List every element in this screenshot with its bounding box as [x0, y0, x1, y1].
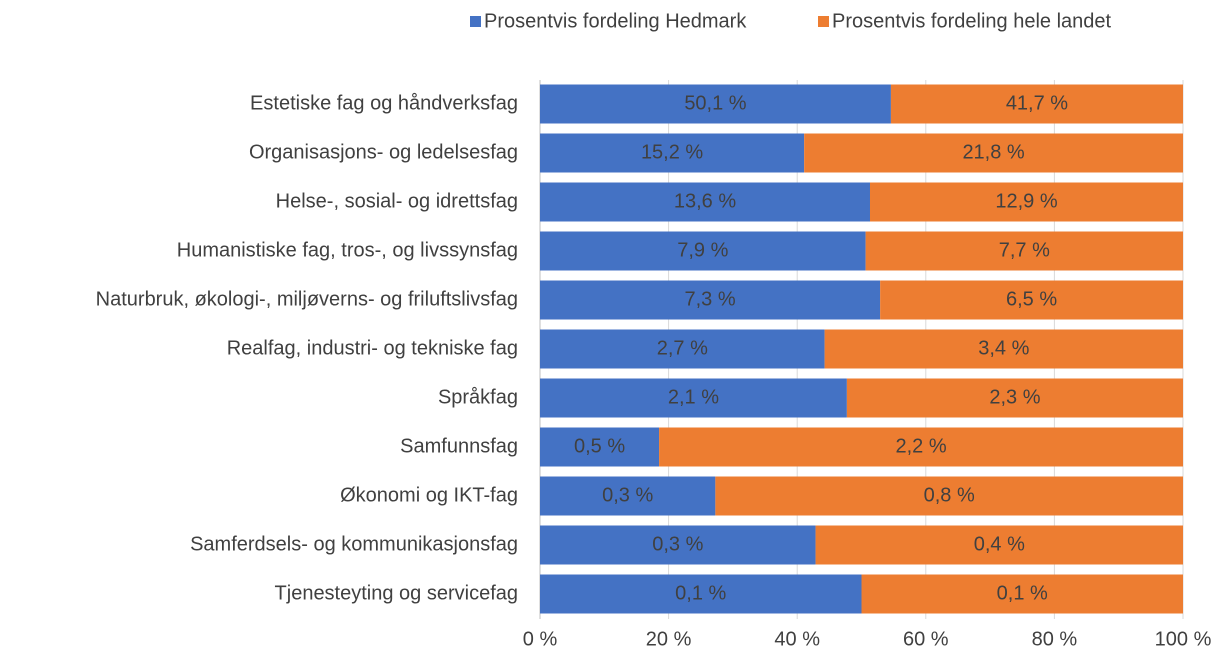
- bar-segment: [890, 84, 1183, 124]
- value-label: 0,8 %: [924, 484, 975, 506]
- value-label: 7,9 %: [677, 239, 728, 261]
- bar-segment: [659, 427, 1183, 467]
- value-label: 0,1 %: [675, 582, 726, 604]
- category-label: Økonomi og IKT-fag: [340, 484, 518, 506]
- category-label: Samferdsels- og kommunikasjonsfag: [190, 533, 518, 555]
- value-label: 0,4 %: [974, 533, 1025, 555]
- bar-segment: [715, 476, 1183, 516]
- value-label: 15,2 %: [641, 141, 703, 163]
- value-label: 2,7 %: [657, 337, 708, 359]
- value-label: 2,3 %: [989, 386, 1040, 408]
- category-label: Helse-, sosial- og idrettsfag: [276, 190, 518, 212]
- bar-segment: [540, 280, 881, 320]
- value-label: 0,3 %: [652, 533, 703, 555]
- bar-segment: [540, 329, 825, 369]
- x-tick-label: 40 %: [774, 628, 820, 650]
- x-tick-label: 80 %: [1032, 628, 1078, 650]
- category-label: Organisasjons- og ledelsesfag: [249, 141, 518, 163]
- bar-segment: [869, 182, 1183, 222]
- x-tick-label: 60 %: [903, 628, 949, 650]
- legend-swatch: [818, 16, 829, 27]
- category-label: Naturbruk, økologi-, miljøverns- og fril…: [96, 288, 518, 310]
- bar-segment: [540, 574, 862, 614]
- value-label: 21,8 %: [962, 141, 1024, 163]
- x-tick-label: 20 %: [646, 628, 692, 650]
- category-label: Språkfag: [438, 386, 518, 408]
- bar-segment: [846, 378, 1183, 418]
- category-label: Tjenesteyting og servicefag: [275, 582, 518, 604]
- bar-segment: [861, 574, 1183, 614]
- value-label: 6,5 %: [1006, 288, 1057, 310]
- bar-segment: [540, 182, 870, 222]
- bar-segment: [540, 476, 716, 516]
- value-label: 41,7 %: [1006, 92, 1068, 114]
- value-label: 0,5 %: [574, 435, 625, 457]
- bar-segment: [540, 427, 660, 467]
- bar-segment: [540, 133, 805, 173]
- category-label: Estetiske fag og håndverksfag: [250, 92, 518, 114]
- value-label: 2,1 %: [668, 386, 719, 408]
- value-label: 50,1 %: [684, 92, 746, 114]
- value-label: 3,4 %: [978, 337, 1029, 359]
- legend-swatch: [470, 16, 481, 27]
- bar-segment: [804, 133, 1183, 173]
- bar-segment: [865, 231, 1183, 271]
- category-label: Realfag, industri- og tekniske fag: [227, 337, 518, 359]
- bar-segment: [540, 84, 891, 124]
- value-label: 0,1 %: [997, 582, 1048, 604]
- legend-label: Prosentvis fordeling hele landet: [832, 10, 1112, 32]
- bar-segment: [880, 280, 1183, 320]
- category-label: Humanistiske fag, tros-, og livssynsfag: [177, 239, 518, 261]
- bar-segment: [824, 329, 1183, 369]
- x-tick-label: 100 %: [1155, 628, 1212, 650]
- legend-label: Prosentvis fordeling Hedmark: [484, 10, 747, 32]
- value-label: 12,9 %: [995, 190, 1057, 212]
- bar-segment: [540, 525, 816, 565]
- value-label: 13,6 %: [674, 190, 736, 212]
- x-tick-label: 0 %: [523, 628, 558, 650]
- bar-segment: [540, 231, 866, 271]
- bar-segment: [815, 525, 1183, 565]
- category-label: Samfunnsfag: [400, 435, 518, 457]
- value-label: 7,7 %: [999, 239, 1050, 261]
- value-label: 2,2 %: [895, 435, 946, 457]
- bar-segment: [540, 378, 847, 418]
- value-label: 0,3 %: [602, 484, 653, 506]
- value-label: 7,3 %: [684, 288, 735, 310]
